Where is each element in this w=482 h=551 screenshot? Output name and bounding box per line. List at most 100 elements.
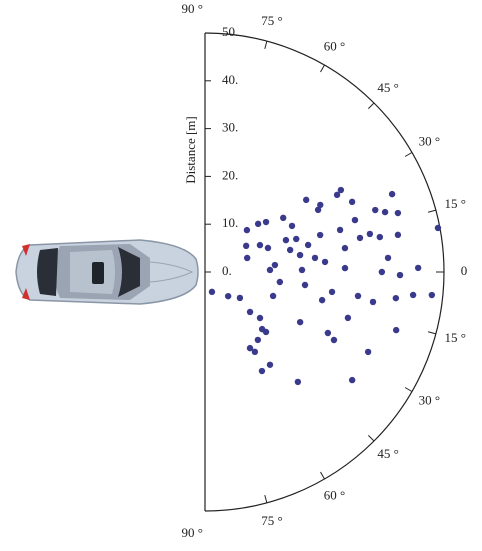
theta-tick-label: 0 (461, 263, 468, 278)
detection-point (287, 247, 293, 253)
angular-axis (205, 33, 444, 511)
detection-point (337, 227, 343, 233)
detection-point (263, 219, 269, 225)
detection-point (257, 242, 263, 248)
theta-tick-label: 75 ° (261, 13, 282, 28)
detection-point (244, 255, 250, 261)
theta-tick-label: 75 ° (261, 513, 282, 528)
detection-point (303, 197, 309, 203)
detection-point (267, 267, 273, 273)
detection-point (225, 293, 231, 299)
detection-point (370, 299, 376, 305)
theta-tick-label: 45 ° (377, 446, 398, 461)
car (16, 240, 198, 304)
theta-tick-label: 30 ° (419, 133, 440, 148)
detection-point (259, 368, 265, 374)
detection-point (349, 199, 355, 205)
detection-point (305, 242, 311, 248)
detection-point (393, 295, 399, 301)
theta-tick-label: 60 ° (324, 487, 345, 502)
detection-point (325, 330, 331, 336)
detection-point (280, 215, 286, 221)
theta-tick-label: 15 ° (444, 330, 465, 345)
theta-tick-label: 90 ° (182, 525, 203, 540)
detection-point (379, 269, 385, 275)
detection-point (243, 243, 249, 249)
detection-point (237, 295, 243, 301)
theta-tick (368, 435, 374, 441)
detection-point (252, 349, 258, 355)
theta-tick-label: 15 ° (444, 196, 465, 211)
r-tick-label: 30. (222, 120, 238, 135)
detection-point (277, 279, 283, 285)
detection-point (355, 293, 361, 299)
detection-point (255, 337, 261, 343)
detection-point (209, 289, 215, 295)
detection-point (338, 187, 344, 193)
detection-point (322, 259, 328, 265)
detection-point (410, 292, 416, 298)
detection-point (302, 282, 308, 288)
detection-point (244, 227, 250, 233)
detection-point (297, 252, 303, 258)
detection-point (372, 207, 378, 213)
theta-tick (428, 332, 436, 334)
detection-point (397, 272, 403, 278)
theta-tick (321, 472, 325, 479)
detection-point (331, 337, 337, 343)
detection-point (395, 232, 401, 238)
detection-point (377, 234, 383, 240)
detection-point (247, 309, 253, 315)
detection-point (382, 209, 388, 215)
r-tick-label: 50. (222, 24, 238, 39)
detection-point (395, 210, 401, 216)
detection-point (385, 255, 391, 261)
theta-tick (405, 388, 412, 392)
detection-point (349, 377, 355, 383)
r-tick-label: 10. (222, 215, 238, 230)
detection-point (265, 245, 271, 251)
detection-point (357, 235, 363, 241)
detection-point (312, 255, 318, 261)
detection-point (272, 262, 278, 268)
detection-point (255, 221, 261, 227)
r-tick-label: 40. (222, 72, 238, 87)
detection-point (315, 207, 321, 213)
detection-point (263, 329, 269, 335)
detection-point (299, 267, 305, 273)
r-axis-label: Distance [m] (183, 116, 198, 184)
theta-tick-label: 30 ° (419, 392, 440, 407)
theta-tick-label: 45 ° (377, 80, 398, 95)
r-tick-label: 0. (222, 263, 232, 278)
detection-point (393, 327, 399, 333)
detection-point (297, 319, 303, 325)
detection-point (342, 245, 348, 251)
detection-point (267, 362, 273, 368)
detection-point (293, 236, 299, 242)
detection-point (319, 297, 325, 303)
detection-point (342, 265, 348, 271)
detection-point (317, 232, 323, 238)
detection-point (389, 191, 395, 197)
r-tick-label: 20. (222, 167, 238, 182)
theta-tick (321, 65, 325, 72)
detection-point (429, 292, 435, 298)
detection-point (270, 293, 276, 299)
theta-tick (368, 103, 374, 109)
chart: 90 ° 75 ° 60 ° 45 ° 30 ° 15 ° 0 15 ° 30 ° 45 ° 60 … (0, 0, 482, 546)
detection-point (352, 217, 358, 223)
detection-point (283, 237, 289, 243)
detection-point (295, 379, 301, 385)
detection-point (289, 223, 295, 229)
detection-point (415, 265, 421, 271)
detection-point (435, 225, 441, 231)
axes: 90 ° 75 ° 60 ° 45 ° 30 ° 15 ° 0 15 ° 30 ° 45 ° 60 … (182, 1, 468, 540)
theta-tick-label: 90 ° (182, 1, 203, 16)
detection-point (257, 315, 263, 321)
detection-point (345, 315, 351, 321)
theta-tick-label: 60 ° (324, 39, 345, 54)
theta-tick (265, 495, 267, 503)
detection-point (365, 349, 371, 355)
detection-point (329, 289, 335, 295)
theta-tick (405, 153, 412, 157)
